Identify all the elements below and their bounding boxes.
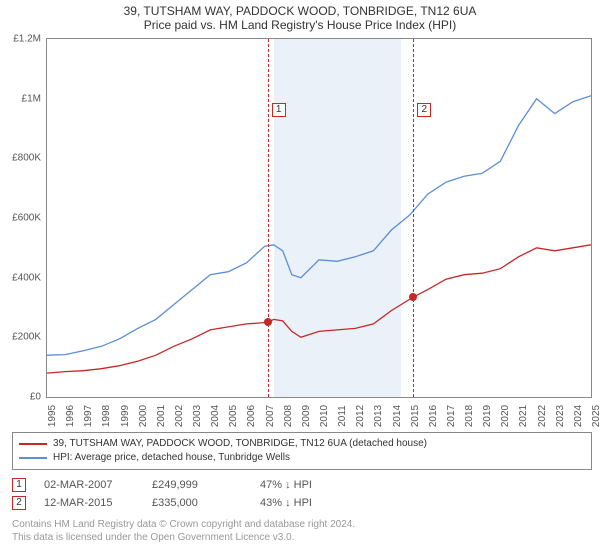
- y-tick-label: £200K: [12, 332, 41, 343]
- y-tick-label: £1.2M: [13, 34, 41, 45]
- legend-row: 39, TUTSHAM WAY, PADDOCK WOOD, TONBRIDGE…: [19, 437, 585, 451]
- x-tick-label: 2021: [518, 405, 529, 427]
- event-date: 12-MAR-2015: [44, 494, 134, 512]
- x-tick-label: 2012: [355, 405, 366, 427]
- event-box: 1: [12, 478, 26, 492]
- x-tick-label: 2010: [319, 405, 330, 427]
- y-axis-ticks: £0£200K£400K£600K£800K£1M£1.2M: [1, 39, 45, 397]
- event-delta: 47% ↓ HPI: [260, 476, 312, 494]
- x-tick-label: 2023: [555, 405, 566, 427]
- x-tick-label: 1996: [65, 405, 76, 427]
- x-tick-label: 2006: [246, 405, 257, 427]
- legend-swatch: [19, 457, 47, 459]
- events-table: 1 02-MAR-2007 £249,999 47% ↓ HPI 2 12-MAR-201…: [12, 476, 592, 512]
- event-marker-2: 2: [417, 103, 431, 117]
- x-tick-label: 2025: [591, 405, 600, 427]
- y-tick-label: £1M: [22, 93, 41, 104]
- x-tick-label: 2024: [573, 405, 584, 427]
- legend-row: HPI: Average price, detached house, Tunb…: [19, 451, 585, 465]
- x-tick-label: 2022: [537, 405, 548, 427]
- x-tick-label: 2013: [373, 405, 384, 427]
- footer-attribution: Contains HM Land Registry data © Crown c…: [12, 518, 592, 544]
- x-tick-label: 2008: [283, 405, 294, 427]
- y-tick-label: £600K: [12, 213, 41, 224]
- series-hpi: [47, 96, 591, 356]
- event-box: 2: [12, 496, 26, 510]
- x-tick-label: 2015: [410, 405, 421, 427]
- y-tick-label: £400K: [12, 272, 41, 283]
- event-delta: 43% ↓ HPI: [260, 494, 312, 512]
- event-price: £249,999: [152, 476, 242, 494]
- x-tick-label: 2014: [392, 405, 403, 427]
- x-tick-label: 2005: [228, 405, 239, 427]
- title-line-2: Price paid vs. HM Land Registry's House …: [0, 18, 600, 32]
- series-marker: [409, 293, 417, 301]
- x-tick-label: 2018: [464, 405, 475, 427]
- y-tick-label: £0: [30, 392, 41, 403]
- x-tick-label: 1999: [120, 405, 131, 427]
- x-tick-label: 2011: [337, 405, 348, 427]
- x-tick-label: 2001: [156, 405, 167, 427]
- footer-line-1: Contains HM Land Registry data © Crown c…: [12, 518, 592, 531]
- plot-svg: [47, 39, 591, 397]
- x-axis-ticks: 1995 1996 1997 1998 1999 2000 2001 2002 2003 2004…: [47, 399, 591, 427]
- x-tick-label: 2000: [138, 405, 149, 427]
- line-chart: £0£200K£400K£600K£800K£1M£1.2M 199519961…: [46, 38, 592, 398]
- event-row: 2 12-MAR-2015 £335,000 43% ↓ HPI: [12, 494, 592, 512]
- event-row: 1 02-MAR-2007 £249,999 47% ↓ HPI: [12, 476, 592, 494]
- footer-line-2: This data is licensed under the Open Gov…: [12, 531, 592, 544]
- x-tick-label: 1995: [47, 405, 58, 427]
- event-rule: [268, 39, 269, 397]
- event-rule: [413, 39, 414, 397]
- y-tick-label: £800K: [12, 153, 41, 164]
- event-marker-1: 1: [272, 103, 286, 117]
- x-tick-label: 2002: [174, 405, 185, 427]
- x-tick-label: 1997: [83, 405, 94, 427]
- event-date: 02-MAR-2007: [44, 476, 134, 494]
- x-tick-label: 2003: [192, 405, 203, 427]
- x-tick-label: 2019: [482, 405, 493, 427]
- x-tick-label: 2016: [428, 405, 439, 427]
- chart-titles: 39, TUTSHAM WAY, PADDOCK WOOD, TONBRIDGE…: [0, 0, 600, 34]
- x-tick-label: 1998: [101, 405, 112, 427]
- legend-label: HPI: Average price, detached house, Tunb…: [53, 451, 290, 465]
- x-tick-label: 2017: [446, 405, 457, 427]
- title-line-1: 39, TUTSHAM WAY, PADDOCK WOOD, TONBRIDGE…: [0, 4, 600, 18]
- legend-label: 39, TUTSHAM WAY, PADDOCK WOOD, TONBRIDGE…: [53, 437, 427, 451]
- series-marker: [264, 318, 272, 326]
- event-price: £335,000: [152, 494, 242, 512]
- series-price_paid: [47, 245, 591, 373]
- legend-swatch: [19, 443, 47, 445]
- x-tick-label: 2007: [265, 405, 276, 427]
- x-tick-label: 2009: [301, 405, 312, 427]
- x-tick-label: 2020: [500, 405, 511, 427]
- x-tick-label: 2004: [210, 405, 221, 427]
- legend: 39, TUTSHAM WAY, PADDOCK WOOD, TONBRIDGE…: [12, 432, 592, 470]
